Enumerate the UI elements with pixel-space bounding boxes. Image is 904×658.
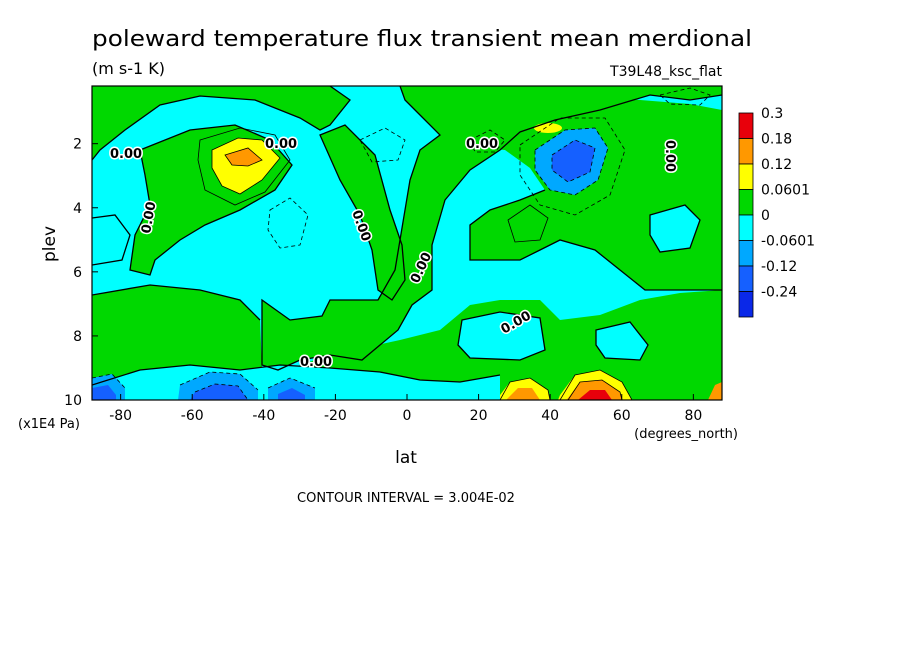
colorbar-label: -0.0601 xyxy=(761,234,815,250)
colorbar: 0.3 0.18 0.12 0.0601 0 -0.0601 -0.12 -0.24 xyxy=(738,106,815,318)
colorbar-swatch xyxy=(738,265,754,292)
x-tick-label: 60 xyxy=(613,408,631,424)
colorbar-label: 0.3 xyxy=(761,106,783,122)
x-tick-label: 0 xyxy=(403,408,412,424)
y-tick-label: 4 xyxy=(73,201,82,217)
x-tick-label: 20 xyxy=(470,408,488,424)
negative-contours xyxy=(92,87,711,400)
contour-label: 0.00 xyxy=(265,137,297,152)
positive-contours xyxy=(197,127,633,400)
positive-region xyxy=(320,125,405,300)
contour-label: 0.00 xyxy=(139,200,159,234)
colorbar-swatch xyxy=(738,138,754,165)
cold-core-sp xyxy=(92,385,116,400)
zero-contours xyxy=(92,86,722,386)
colorbar-swatch xyxy=(738,189,754,216)
colorbar-swatch xyxy=(738,214,754,241)
colorbar-label: -0.24 xyxy=(761,285,797,301)
y-tick-label: 8 xyxy=(73,329,82,345)
negative-region xyxy=(596,322,648,360)
x-tick-label: -20 xyxy=(324,408,347,424)
colorbar-swatch xyxy=(738,163,754,190)
y-tick-label: 10 xyxy=(64,393,82,409)
y-units-label: (x1E4 Pa) xyxy=(18,417,80,432)
cold-core-nh xyxy=(552,140,595,182)
colorbar-label: 0.12 xyxy=(761,157,792,173)
warm-core-55n xyxy=(578,390,612,400)
contour-interval-note: CONTOUR INTERVAL = 3.004E-02 xyxy=(297,491,515,506)
negative-region xyxy=(650,205,700,252)
colorbar-swatch xyxy=(738,291,754,318)
warm-patch-85n xyxy=(708,382,722,400)
dataset-label: T39L48_ksc_flat xyxy=(609,64,722,80)
colorbar-swatch xyxy=(738,240,754,267)
y-axis: 2 4 6 8 10 xyxy=(64,137,98,409)
cold-core-60s xyxy=(190,384,248,400)
y-tick-label: 2 xyxy=(73,137,82,153)
positive-region xyxy=(92,285,262,385)
y-tick-label: 6 xyxy=(73,265,82,281)
x-axis: -80 -60 -40 -20 0 20 40 60 80 xyxy=(109,394,702,424)
plot-area: 0.00 0.00 0.00 0.00 0.00 0.00 0.00 0.00 … xyxy=(92,86,722,400)
x-tick-label: -40 xyxy=(252,408,275,424)
chart-title: poleward temperature flux transient mean… xyxy=(92,27,752,52)
x-tick-label: -80 xyxy=(109,408,132,424)
x-axis-title: lat xyxy=(395,448,417,468)
positive-region xyxy=(92,86,350,160)
colorbar-label: 0 xyxy=(761,208,770,224)
colorbar-label: -0.12 xyxy=(761,259,797,275)
x-tick-label: -60 xyxy=(181,408,204,424)
x-units-label: (degrees_north) xyxy=(634,427,738,442)
negative-region xyxy=(92,215,130,265)
units-label: (m s-1 K) xyxy=(92,59,165,78)
colorbar-label: 0.0601 xyxy=(761,183,810,199)
x-tick-label: 40 xyxy=(541,408,559,424)
x-tick-label: 80 xyxy=(684,408,702,424)
small-positive-feature xyxy=(534,123,562,133)
contour-label: 0.00 xyxy=(466,137,498,152)
contour-label: 0.00 xyxy=(110,147,142,162)
contour-label: 0.00 xyxy=(300,355,332,370)
negative-region xyxy=(458,312,545,360)
contour-label: 0.00 xyxy=(662,140,677,172)
warm-core-30n xyxy=(506,388,540,400)
colorbar-label: 0.18 xyxy=(761,132,792,148)
y-axis-title: plev xyxy=(40,226,60,262)
positive-region xyxy=(440,95,722,290)
colorbar-swatch xyxy=(738,112,754,139)
cold-core-35s xyxy=(278,388,305,400)
